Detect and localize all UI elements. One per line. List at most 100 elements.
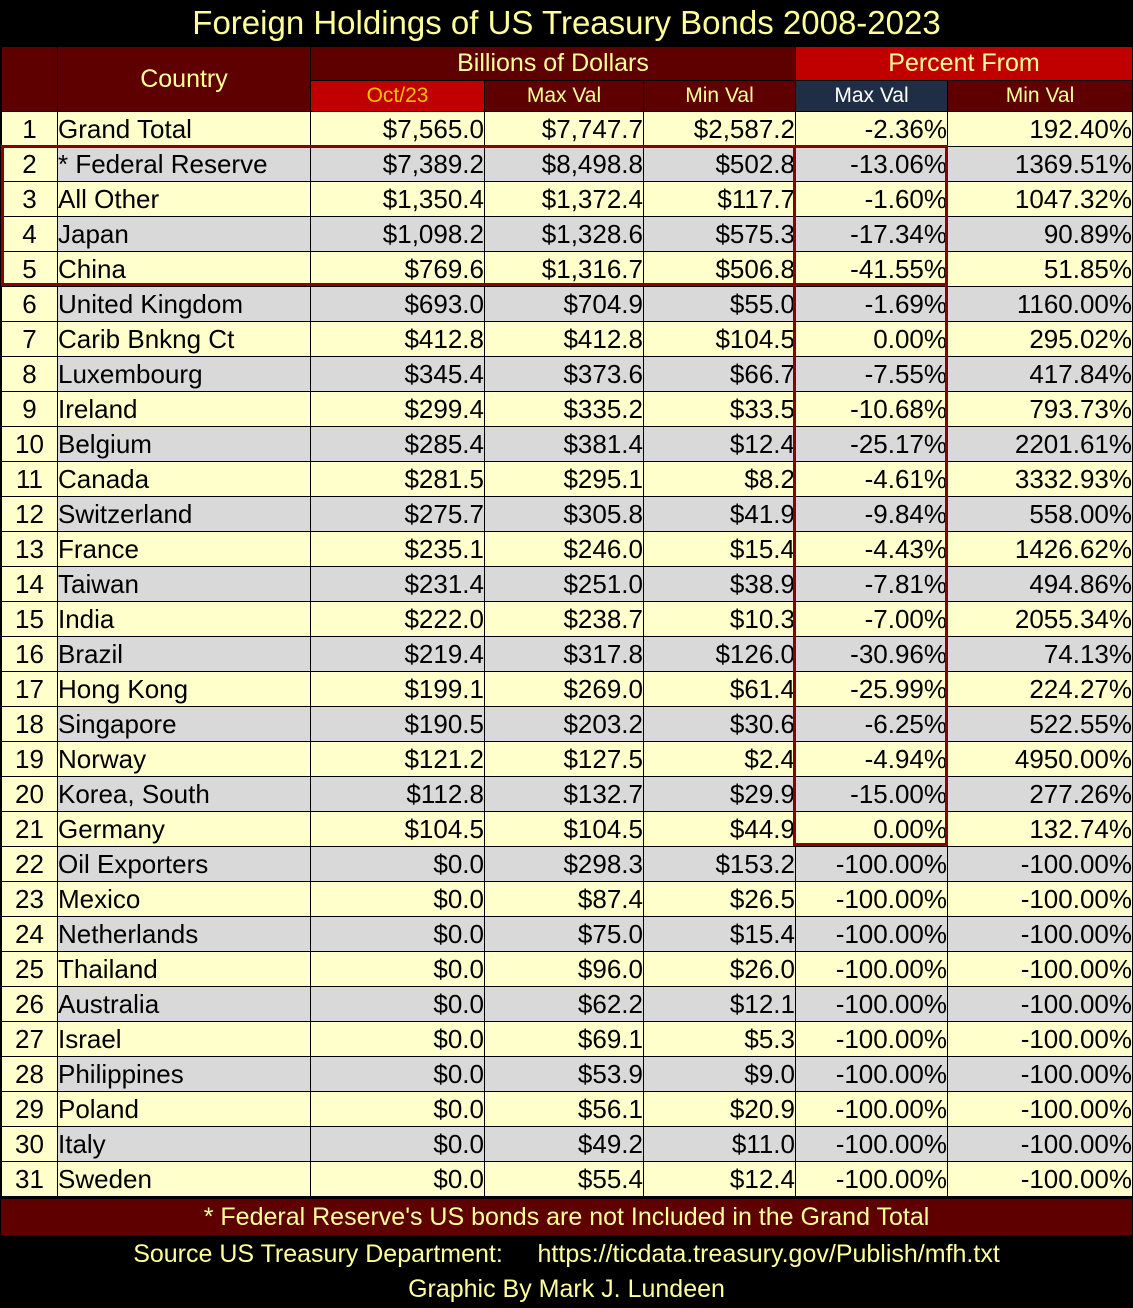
- min-val-cell: $126.0: [643, 636, 796, 672]
- max-val-cell: $104.5: [484, 811, 644, 847]
- pct-min-cell: -100.00%: [947, 916, 1133, 952]
- pct-min-cell: 1160.00%: [947, 286, 1133, 322]
- pct-min-cell: 4950.00%: [947, 741, 1133, 777]
- row-index: 5: [1, 251, 58, 287]
- pct-max-cell: -30.96%: [795, 636, 948, 672]
- oct23-cell: $285.4: [310, 426, 485, 462]
- pct-max-cell: -4.43%: [795, 531, 948, 567]
- max-val-cell: $381.4: [484, 426, 644, 462]
- min-val-cell: $8.2: [643, 461, 796, 497]
- max-val-cell: $75.0: [484, 916, 644, 952]
- oct23-cell: $7,389.2: [310, 146, 485, 182]
- pct-min-cell: -100.00%: [947, 1126, 1133, 1162]
- max-val-cell: $335.2: [484, 391, 644, 427]
- row-index: 21: [1, 811, 58, 847]
- oct23-cell: $0.0: [310, 1161, 485, 1197]
- min-val-cell: $575.3: [643, 216, 796, 252]
- country-cell: Sweden: [57, 1161, 311, 1197]
- pct-min-cell: 417.84%: [947, 356, 1133, 392]
- row-index: 24: [1, 916, 58, 952]
- row-index: 3: [1, 181, 58, 217]
- header-group-percent: Percent From: [795, 46, 1133, 81]
- max-val-cell: $69.1: [484, 1021, 644, 1057]
- oct23-cell: $0.0: [310, 1056, 485, 1092]
- oct23-cell: $345.4: [310, 356, 485, 392]
- pct-max-cell: -100.00%: [795, 846, 948, 882]
- max-val-cell: $87.4: [484, 881, 644, 917]
- min-val-cell: $12.4: [643, 426, 796, 462]
- table-row: 7 Carib Bnkng Ct $412.8 $412.8 $104.5 0.00% 29…: [1, 321, 1133, 357]
- oct23-cell: $112.8: [310, 776, 485, 812]
- table-row: 22 Oil Exporters $0.0 $298.3 $153.2 -100.00% -…: [1, 846, 1133, 882]
- row-index: 13: [1, 531, 58, 567]
- min-val-cell: $26.0: [643, 951, 796, 987]
- pct-min-cell: 494.86%: [947, 566, 1133, 602]
- row-index: 11: [1, 461, 58, 497]
- table-row: 27 Israel $0.0 $69.1 $5.3 -100.00% -100.00%: [1, 1021, 1133, 1057]
- country-cell: Luxembourg: [57, 356, 311, 392]
- pct-min-cell: 522.55%: [947, 706, 1133, 742]
- row-index: 2: [1, 146, 58, 182]
- max-val-cell: $373.6: [484, 356, 644, 392]
- min-val-cell: $41.9: [643, 496, 796, 532]
- oct23-cell: $199.1: [310, 671, 485, 707]
- oct23-cell: $0.0: [310, 1021, 485, 1057]
- pct-max-cell: -100.00%: [795, 881, 948, 917]
- country-cell: Israel: [57, 1021, 311, 1057]
- oct23-cell: $299.4: [310, 391, 485, 427]
- pct-max-cell: -17.34%: [795, 216, 948, 252]
- min-val-cell: $153.2: [643, 846, 796, 882]
- row-index: 30: [1, 1126, 58, 1162]
- country-cell: Singapore: [57, 706, 311, 742]
- oct23-cell: $0.0: [310, 881, 485, 917]
- max-val-cell: $8,498.8: [484, 146, 644, 182]
- oct23-cell: $121.2: [310, 741, 485, 777]
- country-cell: Hong Kong: [57, 671, 311, 707]
- country-cell: Oil Exporters: [57, 846, 311, 882]
- country-cell: Mexico: [57, 881, 311, 917]
- table-row: 29 Poland $0.0 $56.1 $20.9 -100.00% -100.00%: [1, 1091, 1133, 1127]
- pct-max-cell: -100.00%: [795, 1056, 948, 1092]
- row-index: 12: [1, 496, 58, 532]
- pct-min-cell: 224.27%: [947, 671, 1133, 707]
- pct-max-cell: -2.36%: [795, 111, 948, 147]
- min-val-cell: $44.9: [643, 811, 796, 847]
- pct-max-cell: -100.00%: [795, 916, 948, 952]
- max-val-cell: $412.8: [484, 321, 644, 357]
- min-val-cell: $29.9: [643, 776, 796, 812]
- header-pct-max-val: Max Val: [795, 80, 948, 112]
- pct-min-cell: 1369.51%: [947, 146, 1133, 182]
- country-cell: Australia: [57, 986, 311, 1022]
- min-val-cell: $38.9: [643, 566, 796, 602]
- table-row: 26 Australia $0.0 $62.2 $12.1 -100.00% -100.00…: [1, 986, 1133, 1022]
- max-val-cell: $269.0: [484, 671, 644, 707]
- country-cell: Netherlands: [57, 916, 311, 952]
- oct23-cell: $275.7: [310, 496, 485, 532]
- table-row: 18 Singapore $190.5 $203.2 $30.6 -6.25% 522.55…: [1, 706, 1133, 742]
- pct-min-cell: 3332.93%: [947, 461, 1133, 497]
- country-cell: India: [57, 601, 311, 637]
- pct-max-cell: -25.99%: [795, 671, 948, 707]
- max-val-cell: $295.1: [484, 461, 644, 497]
- country-cell: Poland: [57, 1091, 311, 1127]
- oct23-cell: $1,350.4: [310, 181, 485, 217]
- min-val-cell: $104.5: [643, 321, 796, 357]
- min-val-cell: $61.4: [643, 671, 796, 707]
- country-cell: Germany: [57, 811, 311, 847]
- min-val-cell: $15.4: [643, 531, 796, 567]
- country-cell: Italy: [57, 1126, 311, 1162]
- min-val-cell: $10.3: [643, 601, 796, 637]
- country-cell: Norway: [57, 741, 311, 777]
- row-index: 29: [1, 1091, 58, 1127]
- row-index: 4: [1, 216, 58, 252]
- max-val-cell: $53.9: [484, 1056, 644, 1092]
- max-val-cell: $1,328.6: [484, 216, 644, 252]
- pct-min-cell: -100.00%: [947, 1056, 1133, 1092]
- row-index: 31: [1, 1161, 58, 1197]
- pct-min-cell: 90.89%: [947, 216, 1133, 252]
- pct-min-cell: 793.73%: [947, 391, 1133, 427]
- pct-min-cell: 51.85%: [947, 251, 1133, 287]
- table-row: 5 China $769.6 $1,316.7 $506.8 -41.55% 51.85%: [1, 251, 1133, 287]
- row-index: 25: [1, 951, 58, 987]
- country-cell: Korea, South: [57, 776, 311, 812]
